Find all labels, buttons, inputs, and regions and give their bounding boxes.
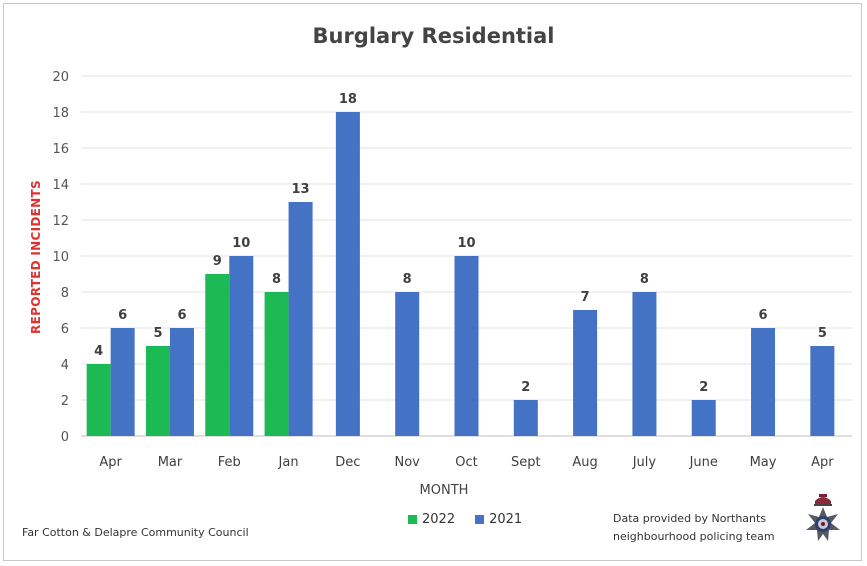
y-tick-label: 18 [52,106,69,121]
bar-2021-9 [632,292,657,436]
data-label-2022-1: 5 [153,326,162,341]
data-label-2021-10: 2 [699,380,708,395]
bar-2021-6 [454,256,479,436]
bar-2022-0 [86,364,111,436]
bar-2021-12 [810,346,835,436]
x-tick-label: June [689,455,718,470]
data-label-2021-9: 8 [640,272,649,287]
data-label-2021-3: 13 [292,182,310,197]
x-tick-label: July [632,455,657,470]
bar-2022-3 [264,292,289,436]
legend-swatch-2022 [408,515,417,524]
bar-2021-0 [110,328,135,436]
bar-2022-1 [145,346,170,436]
y-tick-label: 10 [52,250,69,265]
bar-2021-7 [513,400,538,436]
data-credit-line-1: Data provided by Northants [613,512,767,525]
y-tick-label: 12 [52,214,69,229]
chart-title: Burglary Residential [312,24,555,48]
data-label-2021-4: 18 [339,92,357,107]
y-tick-label: 4 [61,358,69,373]
x-axis-label: MONTH [419,483,469,498]
bar-2021-4 [335,112,360,436]
data-label-2022-2: 9 [213,254,222,269]
data-label-2021-11: 6 [759,308,768,323]
x-tick-label: Jan [278,455,299,470]
x-tick-label: Sept [511,455,541,470]
y-tick-label: 0 [61,430,69,445]
x-tick-label: Apr [99,455,122,470]
data-label-2021-5: 8 [403,272,412,287]
data-label-2021-6: 10 [457,236,475,251]
data-credit-line-2: neighbourhood policing team [613,530,775,543]
bar-2021-10 [691,400,716,436]
bar-2021-1 [169,328,194,436]
y-tick-label: 16 [52,142,69,157]
y-tick-label: 8 [61,286,69,301]
bar-2021-11 [751,328,776,436]
y-axis-label: REPORTED INCIDENTS [29,180,43,334]
legend-label-2021: 2021 [489,512,523,527]
x-tick-label: Apr [811,455,834,470]
bar-2021-8 [573,310,598,436]
x-tick-label: Aug [572,455,597,470]
bar-2021-5 [395,292,420,436]
legend-label-2022: 2022 [422,512,456,527]
y-tick-label: 14 [52,178,69,193]
police-badge-icon [806,494,840,541]
x-tick-label: Mar [158,455,183,470]
data-credit: Data provided by Northants neighbourhood… [613,510,803,546]
bar-2021-3 [288,202,313,436]
data-label-2021-0: 6 [118,308,127,323]
data-label-2021-1: 6 [177,308,186,323]
y-tick-label: 2 [61,394,69,409]
legend: 2022 2021 [408,512,522,527]
chart-frame [3,3,862,561]
data-label-2021-8: 7 [581,290,590,305]
bar-2021-2 [229,256,254,436]
bar-2022-2 [205,274,230,436]
data-label-2022-0: 4 [94,344,103,359]
x-tick-label: Nov [395,455,421,470]
source-note: Far Cotton & Delapre Community Council [22,526,249,539]
y-tick-label: 20 [52,70,69,85]
x-tick-label: Dec [335,455,360,470]
data-label-2021-12: 5 [818,326,827,341]
legend-swatch-2021 [475,515,485,524]
data-label-2022-3: 8 [272,272,281,287]
y-tick-label: 6 [61,322,69,337]
x-tick-label: Feb [218,455,241,470]
legend-item-2022: 2022 [408,512,455,527]
data-label-2021-2: 10 [232,236,250,251]
x-tick-label: May [750,455,777,470]
legend-item-2021: 2021 [475,512,522,527]
x-tick-label: Oct [455,455,477,470]
data-label-2021-7: 2 [521,380,530,395]
